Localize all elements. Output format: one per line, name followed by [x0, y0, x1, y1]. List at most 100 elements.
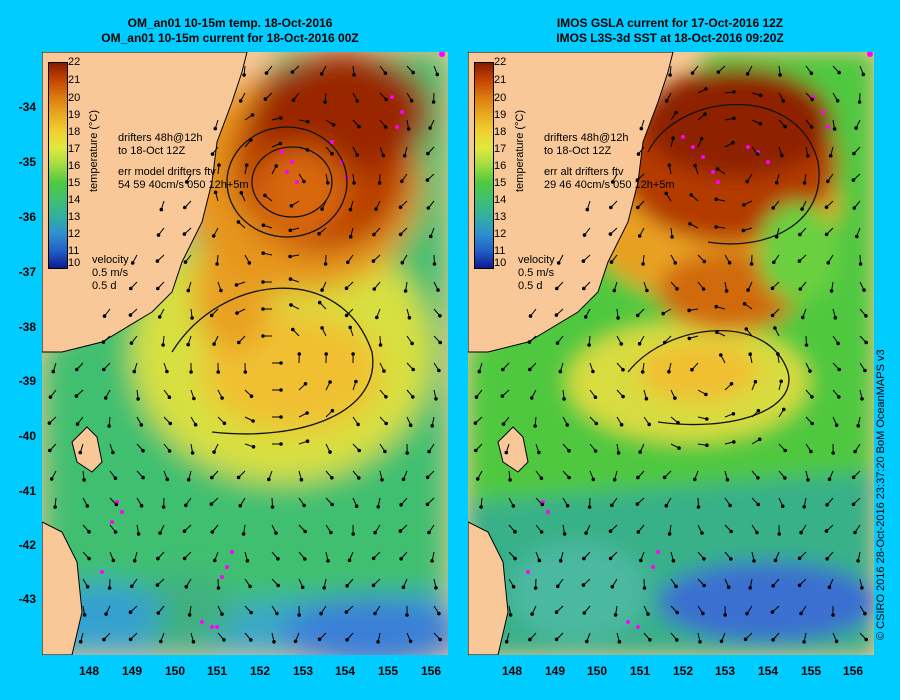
velocity-arrowhead: [186, 288, 191, 293]
velocity-arrowhead: [427, 530, 431, 535]
velocity-arrowhead: [619, 342, 624, 346]
velocity-arrowhead: [355, 99, 360, 103]
velocity-arrowhead: [593, 449, 598, 453]
velocity-arrowhead: [582, 556, 586, 561]
velocity-arrowhead: [104, 612, 108, 616]
velocity-arrowhead: [236, 475, 241, 480]
velocity-arrowhead: [511, 584, 516, 589]
velocity-arrowhead: [399, 557, 403, 561]
velocity-arrowhead: [249, 638, 253, 642]
velocity-arrowhead: [714, 197, 718, 201]
velocity-arrowhead: [729, 557, 733, 561]
velocity-arrowhead: [583, 315, 588, 319]
velocity-arrowhead: [834, 423, 839, 428]
velocity-arrowhead: [741, 228, 746, 233]
velocity-arrowhead: [567, 475, 571, 480]
velocity-arrowhead: [774, 234, 779, 239]
velocity-arrowhead: [375, 315, 379, 320]
velocity-arrowhead: [540, 502, 545, 507]
velocity-arrowhead: [426, 151, 430, 156]
lon-tick: 156: [842, 664, 864, 678]
velocity-arrowhead: [562, 397, 566, 401]
velocity-arrowhead: [636, 152, 641, 156]
velocity-arrowhead: [371, 259, 376, 263]
velocity-arrowhead: [773, 326, 777, 330]
velocity-arrowhead: [411, 70, 415, 75]
velocity-arrowhead: [330, 151, 334, 156]
velocity-arrowhead: [159, 207, 164, 212]
velocity-arrowhead: [635, 178, 640, 182]
velocity-arrowhead: [562, 532, 567, 536]
velocity-arrowhead: [306, 119, 310, 124]
velocity-arrowhead: [136, 532, 141, 536]
velocity-arrowhead: [219, 288, 223, 293]
velocity-arrowhead: [837, 395, 841, 399]
right-map-canvas: [468, 52, 874, 655]
lat-tick: -42: [18, 538, 36, 552]
velocity-arrows: [473, 65, 869, 644]
velocity-arrowhead: [346, 260, 350, 265]
velocity-arrowhead: [209, 313, 214, 318]
velocity-arrowhead: [434, 586, 438, 590]
velocity-arrowhead: [186, 477, 191, 482]
velocity-arrowhead: [323, 262, 328, 266]
velocity-arrowhead: [732, 90, 736, 94]
velocity-arrowhead: [668, 73, 672, 77]
velocity-arrowhead: [702, 259, 707, 264]
velocity-arrowhead: [49, 477, 54, 481]
velocity-arrowhead: [345, 584, 349, 588]
velocity-arrowhead: [211, 234, 216, 238]
velocity-arrowhead: [828, 153, 833, 158]
velocity-arrowhead: [565, 423, 570, 427]
velocity-arrowhead: [770, 610, 775, 614]
velocity-arrowhead: [704, 392, 708, 397]
colorbar-tick: 11: [494, 245, 506, 257]
velocity-arrowhead: [809, 449, 813, 454]
velocity-arrowhead: [809, 125, 814, 129]
velocity-arrowhead: [248, 584, 252, 589]
lat-tick: -34: [18, 100, 36, 114]
velocity-arrowhead: [399, 503, 403, 507]
velocity-arrowhead: [644, 396, 649, 401]
velocity-arrowhead: [851, 502, 856, 507]
colorbar-tick: 11: [68, 245, 80, 257]
velocity-arrowhead: [348, 234, 353, 239]
velocity-arrowhead: [323, 100, 327, 104]
velocity-arrowhead: [242, 73, 246, 77]
velocity-arrowhead: [317, 300, 322, 305]
velocity-label: velocity: [92, 254, 129, 266]
velocity-arrowhead: [182, 232, 187, 236]
velocity-arrowhead: [165, 369, 169, 374]
velocity-arrowhead: [714, 304, 719, 309]
velocity-arrowhead: [719, 353, 723, 357]
velocity-arrowhead: [581, 259, 586, 263]
velocity-arrowhead: [826, 179, 830, 184]
drifters-line-2: to 18-Oct 12Z: [544, 145, 612, 157]
velocity-arrowhead: [320, 207, 324, 211]
err-line-2: 54 59 40cm/s 050 12h+5m: [118, 179, 249, 191]
velocity-arrowhead: [129, 286, 133, 291]
colorbar-tick: 13: [494, 211, 507, 223]
velocity-arrowhead: [249, 138, 253, 142]
velocity-arrowhead: [594, 421, 599, 426]
velocity-arrowhead: [554, 637, 559, 642]
velocity-arrowhead: [234, 283, 239, 287]
velocity-arrowhead: [182, 529, 187, 534]
drifter-tracks: [526, 52, 873, 629]
velocity-arrowhead: [671, 558, 676, 563]
velocity-arrowhead: [356, 422, 360, 427]
velocity-arrowhead: [288, 277, 293, 281]
copyright-credit: © CSIRO 2016 28-Oct-2016 23:37:20 BoM Oc…: [875, 349, 887, 640]
velocity-arrowhead: [159, 639, 163, 644]
colorbar: [474, 62, 494, 269]
velocity-arrowhead: [752, 559, 756, 563]
drifters-legend: drifters 48h@12h to 18-Oct 12Z: [118, 132, 203, 158]
velocity-arrowhead: [863, 611, 867, 616]
velocity-arrowhead: [648, 638, 652, 642]
lon-tick: 155: [377, 664, 399, 678]
velocity-arrowhead: [303, 557, 307, 561]
velocity-arrowhead: [780, 504, 785, 509]
velocity-arrowhead: [636, 205, 640, 210]
colorbar-tick: 10: [68, 257, 81, 269]
velocity-arrowhead: [617, 639, 622, 644]
